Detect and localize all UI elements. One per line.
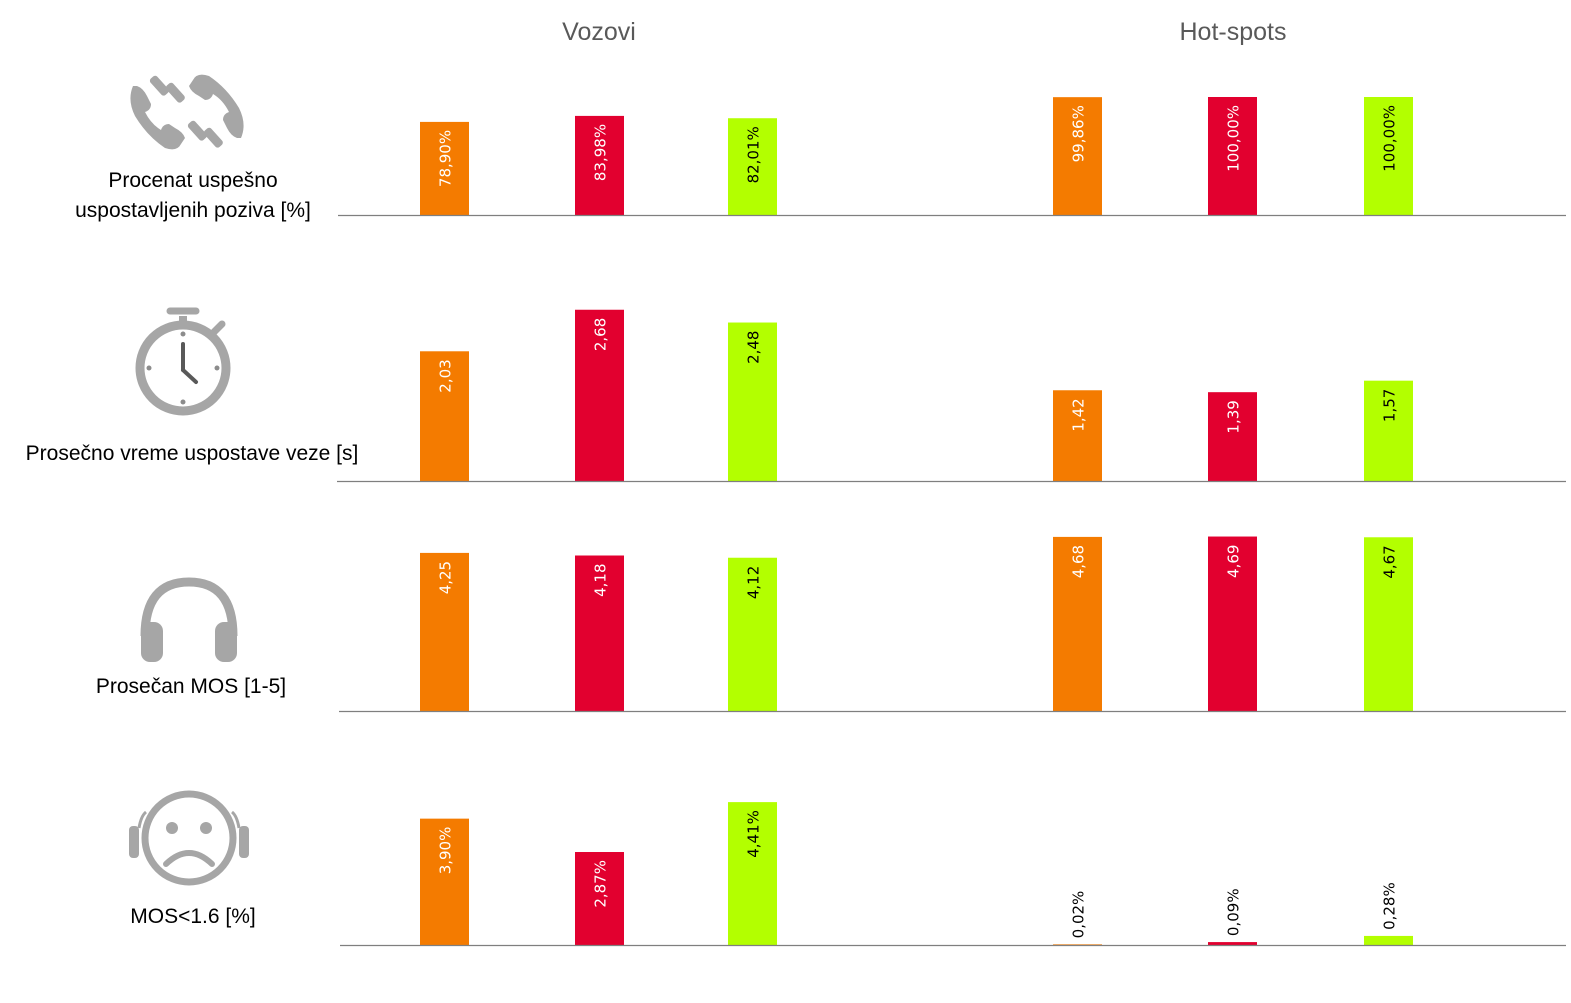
headphones-icon bbox=[140, 577, 238, 662]
metric-label-line: MOS<1.6 [%] bbox=[130, 905, 256, 928]
data-label: 83,98% bbox=[592, 124, 610, 181]
group-title-vozovi: Vozovi bbox=[562, 18, 636, 46]
metric-label-line: Prosečno vreme uspostave veze [s] bbox=[25, 442, 359, 465]
data-label: 2,68 bbox=[592, 318, 610, 351]
metric-label-line: Procenat uspešno bbox=[108, 169, 278, 192]
chart-bar bbox=[1364, 537, 1413, 711]
sad-face-headphones-icon bbox=[129, 790, 249, 886]
data-label: 100,00% bbox=[1225, 105, 1243, 172]
chart-bar bbox=[1364, 935, 1413, 945]
chart-bar bbox=[1364, 380, 1413, 481]
data-label: 1,39 bbox=[1225, 400, 1243, 433]
metric-label-line: Prosečan MOS [1-5] bbox=[95, 675, 287, 698]
chart-bar bbox=[420, 552, 469, 711]
chart-bar bbox=[1364, 97, 1413, 215]
data-label: 0,02% bbox=[1070, 891, 1088, 939]
data-label: 0,28% bbox=[1381, 882, 1399, 930]
data-label: 2,03 bbox=[437, 359, 455, 392]
data-label: 1,57 bbox=[1381, 389, 1399, 422]
chart-bar bbox=[1053, 390, 1102, 481]
chart-bar bbox=[575, 309, 624, 481]
chart-bar bbox=[1208, 942, 1257, 945]
chart-bar bbox=[420, 351, 469, 481]
metric-label-mos: Prosečan MOS [1-5] bbox=[96, 672, 286, 702]
data-label: 1,42 bbox=[1070, 398, 1088, 431]
data-label: 4,41% bbox=[745, 810, 763, 858]
chart-bar bbox=[575, 555, 624, 711]
data-label: 4,25 bbox=[437, 561, 455, 594]
chart-panel: 3,90% 2,87% 4,41% 0,02% 0,09% 0,28% bbox=[340, 802, 1566, 947]
chart-bar bbox=[728, 322, 777, 481]
data-label: 4,69 bbox=[1225, 545, 1243, 578]
chart-bar bbox=[728, 118, 777, 215]
chart-bar bbox=[1208, 536, 1257, 711]
chart-panel: 2,03 2,68 2,48 1,42 1,39 1,57 bbox=[337, 309, 1566, 483]
chart-bar bbox=[1053, 944, 1102, 946]
data-label: 3,90% bbox=[437, 827, 455, 875]
data-label: 4,67 bbox=[1381, 545, 1399, 578]
data-label: 2,87% bbox=[592, 860, 610, 908]
metric-label-low-mos: MOS<1.6 [%] bbox=[130, 902, 255, 932]
data-label: 100,00% bbox=[1381, 105, 1399, 172]
data-label: 4,68 bbox=[1070, 545, 1088, 578]
data-label: 78,90% bbox=[437, 130, 455, 187]
data-label: 0,09% bbox=[1225, 888, 1243, 936]
chart-bar bbox=[575, 115, 624, 215]
metric-label-setup-time: Prosečno vreme uspostave veze [s] bbox=[26, 439, 359, 469]
data-label: 4,18 bbox=[592, 564, 610, 597]
stopwatch-icon bbox=[135, 307, 231, 416]
phone-calls-icon bbox=[130, 74, 244, 150]
data-label: 4,12 bbox=[745, 566, 763, 599]
chart-bar bbox=[575, 852, 624, 945]
chart-bar bbox=[1208, 97, 1257, 215]
data-label: 82,01% bbox=[745, 126, 763, 183]
chart-bar bbox=[728, 557, 777, 711]
chart-bar bbox=[728, 802, 777, 945]
chart-panel: 4,25 4,18 4,12 4,68 4,69 4,67 bbox=[339, 536, 1566, 713]
chart-bar bbox=[1208, 392, 1257, 481]
chart-panel: 78,90% 83,98% 82,01% 99,86% 100,00% 100,00% bbox=[338, 97, 1566, 217]
chart-bar bbox=[420, 121, 469, 215]
chart-bar bbox=[420, 818, 469, 945]
data-label: 2,48 bbox=[745, 331, 763, 364]
chart-bar bbox=[1053, 97, 1102, 215]
chart-bar bbox=[1053, 536, 1102, 711]
group-title-hot-spots: Hot-spots bbox=[1179, 18, 1287, 46]
data-label: 99,86% bbox=[1070, 105, 1088, 162]
metric-label-line: uspostavljenih poziva [%] bbox=[75, 199, 311, 222]
metric-label-call-success: Procenat uspešno uspostavljenih poziva [… bbox=[75, 166, 311, 226]
